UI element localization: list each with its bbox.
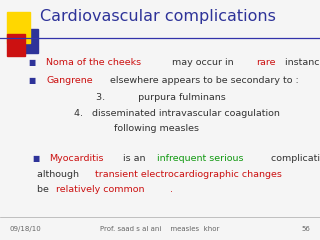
Text: relatively common: relatively common xyxy=(56,185,145,194)
Text: be: be xyxy=(37,185,52,194)
Text: elsewhere appears to be secondary to :: elsewhere appears to be secondary to : xyxy=(107,76,298,85)
Bar xyxy=(7,34,25,56)
Text: transient electrocardiographic changes: transient electrocardiographic changes xyxy=(95,170,282,179)
Text: Myocarditis: Myocarditis xyxy=(50,154,104,163)
Text: 56: 56 xyxy=(301,226,310,232)
Text: is an: is an xyxy=(120,154,148,163)
Bar xyxy=(15,29,38,53)
Text: ■: ■ xyxy=(29,76,36,85)
Text: infrequent serious: infrequent serious xyxy=(157,154,243,163)
Text: 09/18/10: 09/18/10 xyxy=(10,226,41,232)
Text: following measles: following measles xyxy=(114,124,199,133)
Text: 4.   disseminated intravascular coagulation: 4. disseminated intravascular coagulatio… xyxy=(74,109,279,118)
Text: Noma of the cheeks: Noma of the cheeks xyxy=(46,58,141,67)
Text: Gangrene: Gangrene xyxy=(46,76,93,85)
Text: rare: rare xyxy=(256,58,276,67)
Text: 3.           purpura fulminans: 3. purpura fulminans xyxy=(96,93,226,102)
Text: although: although xyxy=(37,170,82,179)
Text: may occur in: may occur in xyxy=(169,58,237,67)
Text: Cardiovascular complications: Cardiovascular complications xyxy=(40,9,276,24)
Text: ■: ■ xyxy=(32,154,39,163)
Text: .: . xyxy=(170,185,173,194)
Text: ■: ■ xyxy=(29,58,36,67)
Text: complication,: complication, xyxy=(268,154,320,163)
Text: instances: instances xyxy=(282,58,320,67)
Text: Prof. saad s al ani    measles  khor: Prof. saad s al ani measles khor xyxy=(100,226,220,232)
Bar xyxy=(7,12,30,43)
